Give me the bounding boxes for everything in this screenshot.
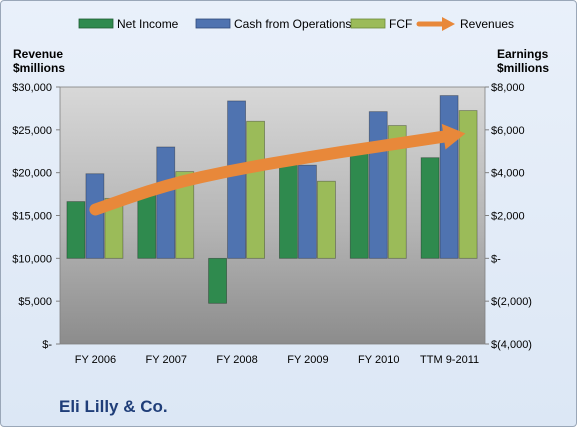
right-axis-title-line2: $millions [497,61,549,75]
right-axis: $(4,000) $(2,000) $- $2,000 $4,000 $6,000 $8,0… [485,82,532,351]
bar-series [66,95,478,304]
left-axis-tick-label: $30,000 [12,82,52,94]
x-axis: FY 2006 FY 2007 FY 2008 FY 2009 FY 2010 TTM 9… [75,354,479,366]
bar-fcf [175,171,195,259]
bar-fcf [387,125,407,259]
x-axis-tick-label: FY 2008 [216,354,257,366]
right-axis-tick-label: $4,000 [491,168,525,180]
left-axis-title-line1: Revenue [13,47,63,61]
legend: Net Income Cash from Operations FCF Reve… [78,17,514,31]
bar-fcf [246,120,265,259]
bar-fcf [317,180,336,259]
revenues-line [89,130,454,216]
left-axis-tick-label: $- [42,339,52,351]
bar-cash-from-operations [85,173,105,259]
bar-net-income [279,164,298,259]
bar-net-income [137,194,157,259]
right-axis-tick-label: $8,000 [491,82,525,94]
legend-revenues-label: Revenues [460,17,514,31]
bar-net-income [66,201,86,259]
left-axis-tick-label: $15,000 [12,211,52,223]
right-axis-tick-label: $(4,000) [491,339,532,351]
left-axis-tick-label: $10,000 [12,253,52,265]
left-axis: $- $5,000 $10,000 $15,000 $20,000 $25,000 $30,… [12,82,60,351]
right-axis-tick-label: $(2,000) [491,296,532,308]
right-axis-title-line1: Earnings [497,47,549,61]
left-axis-tick-label: $5,000 [18,296,52,308]
bar-cash-from-operations [298,164,317,259]
left-axis-tick-label: $25,000 [12,125,52,137]
revenues-series [89,123,466,216]
plot-area [59,86,486,345]
x-axis-tick-label: FY 2007 [146,354,187,366]
legend-net-income-swatch [78,18,114,29]
legend-cash-ops-swatch [195,18,231,29]
revenues-arrowhead [441,123,466,150]
legend-net-income-label: Net Income [117,17,179,31]
legend-fcf-label: FCF [389,17,412,31]
x-axis-tick-label: TTM 9-2011 [420,354,479,366]
x-axis-tick-label: FY 2006 [75,354,116,366]
left-axis-title-line2: $millions [13,61,65,75]
right-axis-tick-label: $- [491,253,501,265]
bar-net-income [208,257,227,304]
bar-net-income [420,157,440,259]
bar-cash-from-operations [368,111,388,259]
right-axis-tick-label: $2,000 [491,211,525,223]
legend-cash-ops-label: Cash from Operations [234,17,351,31]
left-axis-tick-label: $20,000 [12,168,52,180]
bar-cash-from-operations [439,95,459,259]
bar-net-income [349,149,369,259]
legend-fcf-swatch [350,18,386,29]
x-axis-tick-label: FY 2009 [287,354,328,366]
x-axis-tick-label: FY 2010 [358,354,399,366]
bar-cash-from-operations [156,146,176,259]
legend-revenues-arrow [416,17,455,31]
company-name: Eli Lilly & Co. [59,397,168,416]
bar-fcf [458,110,478,259]
bar-cash-from-operations [227,100,246,259]
right-axis-tick-label: $6,000 [491,125,525,137]
